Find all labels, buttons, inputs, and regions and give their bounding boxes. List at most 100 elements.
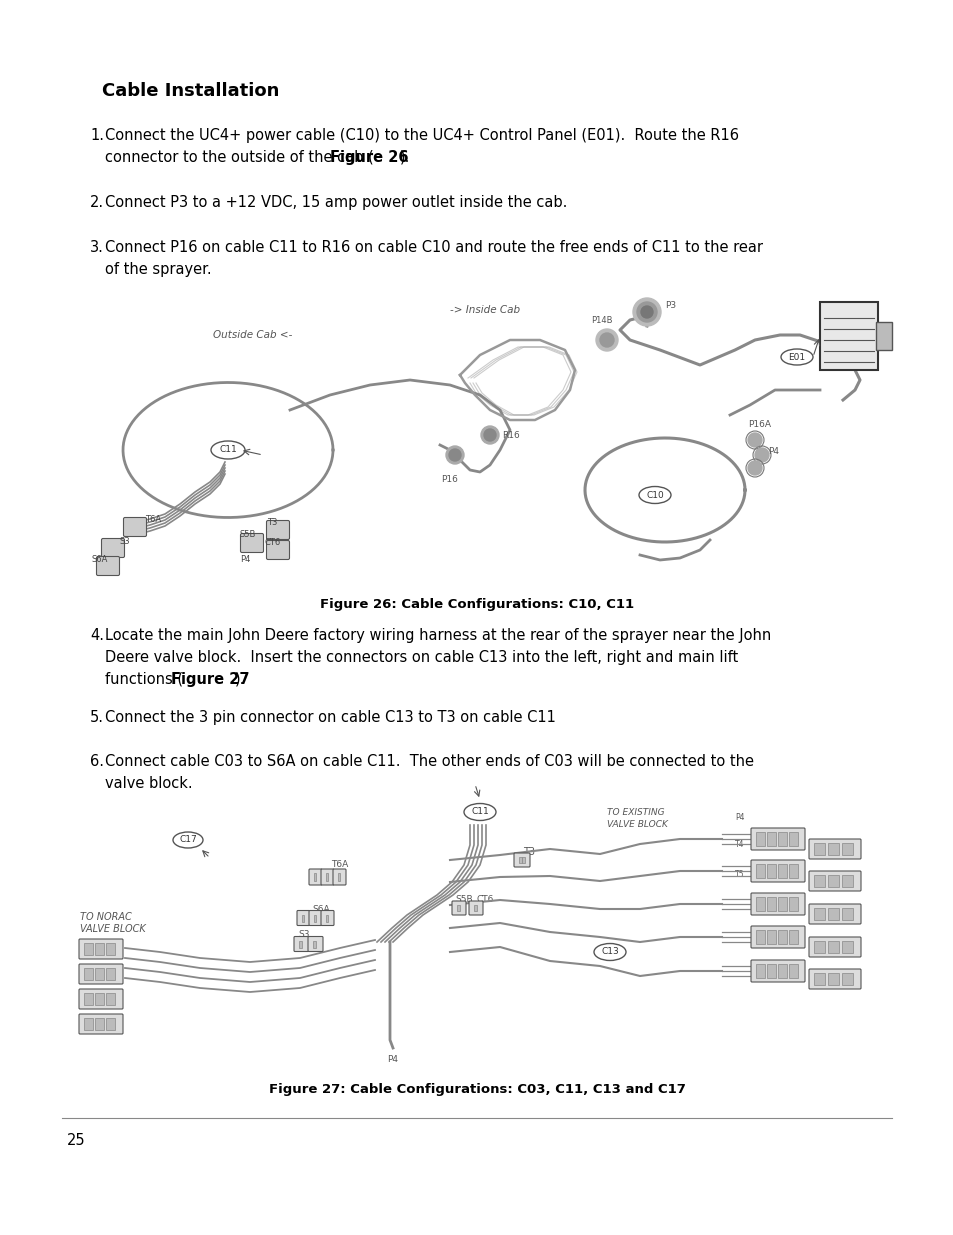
FancyBboxPatch shape: [750, 860, 804, 882]
Bar: [788, 930, 797, 944]
Bar: [755, 965, 764, 978]
FancyBboxPatch shape: [320, 910, 334, 925]
Text: CT6: CT6: [476, 895, 494, 904]
Text: TO NORAC: TO NORAC: [80, 911, 132, 923]
Text: S5B: S5B: [455, 895, 472, 904]
Text: Connect cable C03 to S6A on cable C11.  The other ends of C03 will be connected : Connect cable C03 to S6A on cable C11. T…: [105, 755, 753, 769]
Text: P4: P4: [734, 813, 743, 823]
Ellipse shape: [781, 350, 812, 366]
Bar: [827, 844, 838, 855]
Text: Figure 26: Cable Configurations: C10, C11: Figure 26: Cable Configurations: C10, C1…: [319, 598, 634, 611]
Text: P14B: P14B: [591, 316, 612, 325]
Text: Figure 27: Cable Configurations: C03, C11, C13 and C17: Figure 27: Cable Configurations: C03, C1…: [269, 1083, 684, 1095]
Circle shape: [747, 461, 761, 475]
Bar: [766, 965, 775, 978]
Text: P4: P4: [767, 447, 779, 457]
FancyBboxPatch shape: [333, 869, 346, 885]
Circle shape: [480, 426, 498, 445]
FancyBboxPatch shape: [309, 869, 322, 885]
Bar: [95, 993, 104, 1005]
Bar: [474, 905, 476, 911]
Text: CT6: CT6: [265, 538, 281, 547]
Bar: [755, 864, 764, 878]
Text: Deere valve block.  Insert the connectors on cable C13 into the left, right and : Deere valve block. Insert the connectors…: [105, 650, 738, 664]
Text: S3: S3: [297, 930, 309, 939]
Bar: [95, 968, 104, 981]
Text: C11: C11: [219, 446, 236, 454]
Text: T3: T3: [267, 517, 277, 527]
FancyBboxPatch shape: [808, 871, 861, 890]
Bar: [827, 876, 838, 887]
Text: S6A: S6A: [91, 555, 109, 564]
Bar: [755, 930, 764, 944]
Bar: [456, 905, 459, 911]
Circle shape: [449, 450, 460, 461]
FancyBboxPatch shape: [320, 869, 334, 885]
Bar: [766, 864, 775, 878]
FancyBboxPatch shape: [452, 902, 465, 915]
Bar: [778, 930, 786, 944]
Bar: [337, 873, 339, 881]
Bar: [875, 322, 891, 350]
Bar: [95, 1018, 104, 1030]
Bar: [841, 941, 852, 953]
Bar: [106, 968, 115, 981]
Text: P16: P16: [441, 475, 458, 484]
Text: connector to the outside of the cab (: connector to the outside of the cab (: [105, 149, 374, 165]
Bar: [813, 908, 824, 920]
FancyBboxPatch shape: [808, 969, 861, 989]
FancyBboxPatch shape: [309, 910, 322, 925]
Bar: [106, 1018, 115, 1030]
FancyBboxPatch shape: [266, 541, 289, 559]
Bar: [788, 965, 797, 978]
Text: 3.: 3.: [90, 240, 104, 254]
Text: VALVE BLOCK: VALVE BLOCK: [606, 820, 667, 829]
Text: T5: T5: [734, 869, 743, 879]
Bar: [841, 844, 852, 855]
Text: C13: C13: [600, 947, 618, 956]
Text: ).: ).: [399, 149, 410, 165]
FancyBboxPatch shape: [79, 989, 123, 1009]
Bar: [788, 897, 797, 911]
Bar: [302, 914, 304, 921]
Bar: [766, 897, 775, 911]
Bar: [313, 941, 315, 947]
Circle shape: [640, 306, 652, 317]
FancyBboxPatch shape: [808, 937, 861, 957]
Bar: [521, 857, 524, 863]
Circle shape: [637, 303, 657, 322]
Text: S5B: S5B: [240, 530, 256, 538]
Text: E01: E01: [787, 352, 804, 362]
FancyBboxPatch shape: [79, 965, 123, 984]
FancyBboxPatch shape: [79, 1014, 123, 1034]
Bar: [755, 832, 764, 846]
Text: T3: T3: [522, 847, 535, 857]
Bar: [755, 897, 764, 911]
Text: VALVE BLOCK: VALVE BLOCK: [80, 924, 146, 934]
Bar: [314, 914, 315, 921]
Ellipse shape: [639, 487, 670, 504]
Circle shape: [446, 446, 463, 464]
FancyBboxPatch shape: [750, 926, 804, 948]
Bar: [766, 832, 775, 846]
FancyBboxPatch shape: [96, 557, 119, 576]
FancyBboxPatch shape: [294, 936, 309, 951]
Bar: [841, 908, 852, 920]
Text: 4.: 4.: [90, 629, 104, 643]
Text: Locate the main John Deere factory wiring harness at the rear of the sprayer nea: Locate the main John Deere factory wirin…: [105, 629, 770, 643]
FancyBboxPatch shape: [123, 517, 147, 536]
FancyBboxPatch shape: [469, 902, 482, 915]
Text: P3: P3: [664, 301, 676, 310]
Bar: [827, 973, 838, 986]
Text: S6A: S6A: [312, 905, 330, 914]
FancyBboxPatch shape: [750, 893, 804, 915]
Text: Connect P3 to a +12 VDC, 15 amp power outlet inside the cab.: Connect P3 to a +12 VDC, 15 amp power ou…: [105, 195, 567, 210]
Bar: [788, 832, 797, 846]
Ellipse shape: [211, 441, 245, 459]
FancyBboxPatch shape: [514, 853, 530, 867]
Bar: [827, 908, 838, 920]
Text: Outside Cab <-: Outside Cab <-: [213, 330, 292, 340]
Bar: [298, 941, 302, 947]
Text: valve block.: valve block.: [105, 776, 193, 790]
Ellipse shape: [463, 804, 496, 820]
